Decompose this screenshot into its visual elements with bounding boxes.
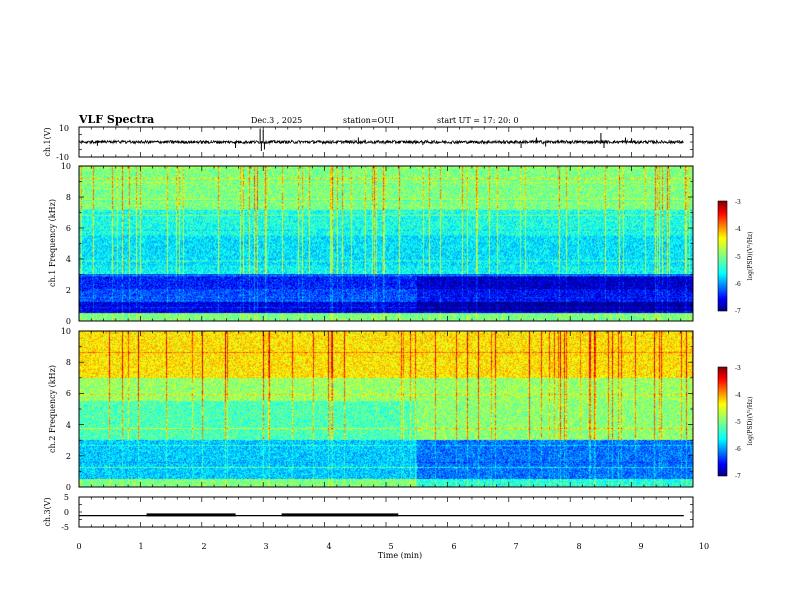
x-tick-8: 8 [576,542,581,551]
ch1-spectrogram-yticks: 0 2 4 6 8 10 [61,162,71,326]
ch1-spectrogram-panel: 0 2 4 6 8 10 ch.1 Frequency (kHz) [48,162,694,326]
date-label: Dec.3 , 2025 [251,116,302,125]
ch1-ytick-top: 10 [59,124,69,133]
colorbar-2-scale [717,366,728,477]
x-tick-0: 0 [76,542,81,551]
colorbar-1-label: log(PSD)(V²/Hz) [747,232,754,281]
ch2-spectrogram-image [79,331,693,487]
colorbar-2: -3 -4 -5 -6 -7 log(PSD)(V²/Hz) [717,365,754,480]
x-tick-6: 6 [451,542,456,551]
axis-ticks [78,126,694,528]
x-tick-2: 2 [201,542,206,551]
colorbar-2-tick-m5: -5 [735,419,741,426]
ch2-freq-tick-0: 0 [66,483,71,492]
colorbar-2-tick-m7: -7 [735,473,741,480]
ch1-spectrogram-ylabel: ch.1 Frequency (kHz) [48,199,57,287]
ch2-freq-tick-4: 4 [66,421,71,430]
ch2-spectrogram-yticks: 0 2 4 6 8 10 [61,327,71,492]
colorbar-2-tick-m4: -4 [735,392,741,399]
x-tick-4: 4 [326,542,331,551]
ch1-freq-tick-8: 8 [66,193,71,202]
x-axis: 0 1 2 3 4 5 6 7 8 9 10 Time (min) [76,542,709,560]
ch2-spectrogram-panel: 0 2 4 6 8 10 ch.2 Frequency (kHz) [48,327,694,492]
ch1-freq-tick-10: 10 [61,162,71,171]
ch2-freq-tick-2: 2 [66,452,71,461]
ch1-waveform-trace [78,139,685,145]
ch1-ytick-bottom: -10 [56,153,69,162]
ch3-ylabel: ch.3(V) [43,497,52,526]
x-tick-1: 1 [138,542,143,551]
colorbar-1-tick-m5: -5 [735,254,741,261]
x-tick-3: 3 [263,542,268,551]
ch2-freq-tick-8: 8 [66,358,71,367]
header: VLF Spectra Dec.3 , 2025 station=OUI sta… [78,113,518,126]
colorbar-2-tick-m3: -3 [735,365,741,372]
ch1-ylabel: ch.1(V) [43,127,52,156]
start-time-label: start UT = 17: 20: 0 [437,116,518,125]
colorbar-1-scale [717,200,728,312]
x-axis-label: Time (min) [378,551,422,560]
x-tick-5: 5 [388,542,393,551]
ch3-pulse-1 [281,513,399,517]
ch3-ytick-5: 5 [64,493,69,502]
colorbar-1-tick-m6: -6 [735,281,741,288]
colorbar-1: -3 -4 -5 -6 -7 log(PSD)(V²/Hz) [717,199,754,315]
ch3-ytick-m5: -5 [61,523,69,532]
colorbar-2-label: log(PSD)(V²/Hz) [747,397,754,446]
colorbar-1-tick-m7: -7 [735,308,741,315]
colorbar-1-tick-m3: -3 [735,199,741,206]
ch1-spikes [96,128,633,151]
ch1-freq-tick-0: 0 [66,317,71,326]
ch3-ytick-0: 0 [64,508,69,517]
ch2-freq-tick-6: 6 [66,389,71,398]
colorbar-2-tick-m6: -6 [735,446,741,453]
ch2-freq-tick-10: 10 [61,327,71,336]
ch2-spectrogram-ylabel: ch.2 Frequency (kHz) [48,365,57,453]
colorbar-1-tick-m4: -4 [735,226,741,233]
ch3-pulse-0 [146,513,236,517]
chart-title: VLF Spectra [78,113,154,126]
ch1-freq-tick-6: 6 [66,224,71,233]
ch3-pulses [146,513,399,517]
ch1-freq-tick-2: 2 [66,286,71,295]
x-tick-9: 9 [638,542,643,551]
station-label: station=OUI [343,116,394,125]
x-tick-7: 7 [513,542,518,551]
x-tick-10: 10 [699,542,709,551]
ch1-freq-tick-4: 4 [66,255,71,264]
ch1-spectrogram-image [79,166,693,321]
